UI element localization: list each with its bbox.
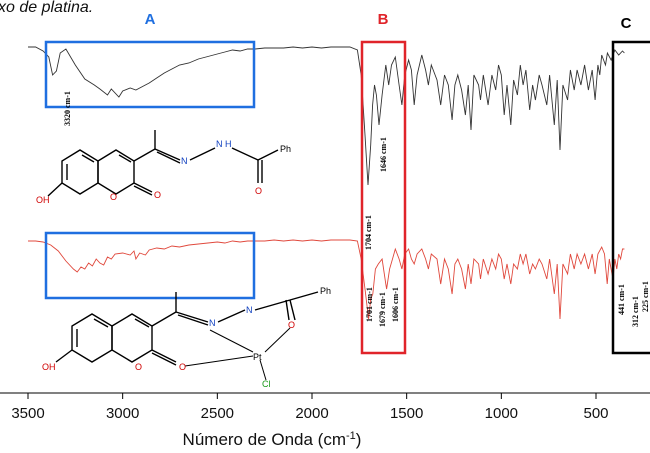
figure-caption: xo de platina. [0, 0, 93, 16]
ligand-carbonyl-o-label: O [154, 190, 161, 200]
ligand-nh-n-label: N [216, 139, 223, 149]
region-a-box-complex [44, 231, 256, 300]
complex-ph-label: Ph [320, 286, 331, 296]
complex-oh-label: OH [42, 362, 56, 372]
series-complex-line [28, 239, 625, 320]
x-tick-label: 2000 [295, 405, 328, 422]
region-b-label: B [378, 11, 389, 28]
x-tick-label: 500 [583, 405, 608, 422]
x-tick-label: 1000 [485, 405, 518, 422]
complex-pt-label: Pt [253, 352, 262, 362]
complex-n-label: N [209, 318, 216, 328]
region-a-box-ligand [44, 40, 256, 109]
ligand-ring-o-label: O [110, 192, 117, 202]
complex-cl-label: Cl [262, 379, 271, 389]
complex-amide-o-label: O [288, 320, 295, 330]
region-b-box [360, 40, 407, 355]
region-a-label: A [145, 11, 156, 28]
x-tick-label: 3000 [106, 405, 139, 422]
ligand-oh-label: OH [36, 195, 50, 205]
x-axis-ticks: 3500 3000 2500 2000 1500 1000 500 [11, 393, 609, 422]
peak-label-1704: 1704 cm-1 [364, 215, 373, 250]
peak-label-225: 225 cm-1 [641, 281, 650, 312]
ligand-n-label: N [181, 156, 188, 166]
complex-ring-o-label: O [135, 362, 142, 372]
x-tick-label: 3500 [11, 405, 44, 422]
peak-label-1646: 1646 cm-1 [379, 137, 388, 172]
peak-label-1679: 1679 cm-1 [378, 292, 387, 327]
region-c-label: C [621, 15, 632, 32]
ligand-nh-h-label: H [225, 139, 232, 149]
peak-label-1606: 1606 cm-1 [391, 287, 400, 322]
series-ligand-line [28, 46, 625, 186]
peak-label-3320: 3320 cm-1 [63, 91, 72, 126]
complex-carbonyl-o-label: O [179, 362, 186, 372]
peak-label-1701: 1701 cm-1 [365, 287, 374, 322]
ligand-structure [47, 130, 279, 197]
peak-label-441: 441 cm-1 [617, 284, 626, 315]
ligand-amide-o-label: O [255, 186, 262, 196]
complex-structure [55, 291, 319, 381]
peak-label-312: 312 cm-1 [631, 296, 640, 327]
complex-n2-label: N [246, 305, 253, 315]
ligand-ph-label: Ph [280, 144, 291, 154]
region-c-box [611, 40, 650, 355]
x-tick-label: 1500 [390, 405, 423, 422]
x-axis-title: Número de Onda (cm-1) [183, 430, 362, 449]
x-tick-label: 2500 [201, 405, 234, 422]
